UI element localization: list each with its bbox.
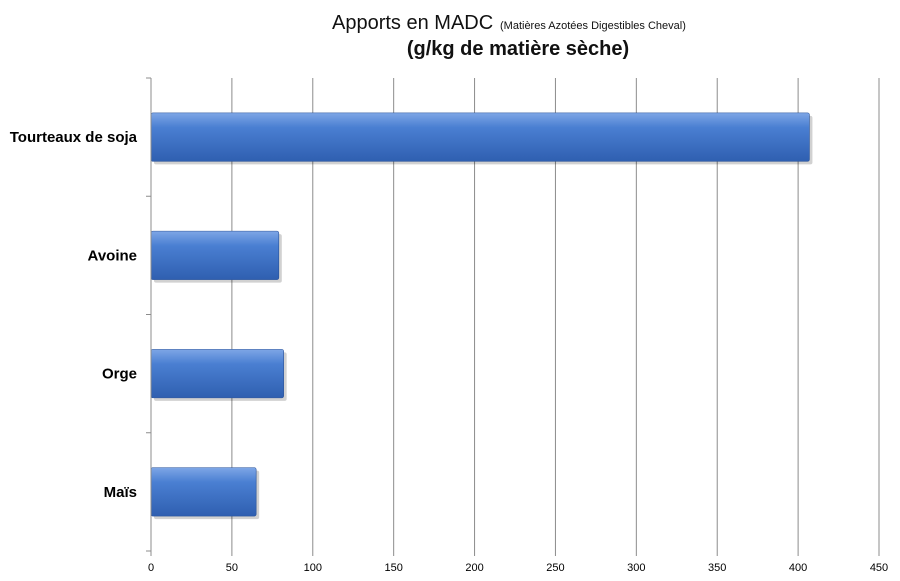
x-tick-label: 350 [708, 562, 726, 574]
x-tick-label: 0 [148, 562, 154, 574]
chart-subtitle: (g/kg de matière sèche) [407, 38, 629, 60]
category-labels: Tourteaux de soja Avoine Orge Maïs [10, 129, 138, 501]
x-tick-labels: 0 50 100 150 200 250 300 350 400 450 [148, 562, 888, 574]
x-tick-label: 200 [465, 562, 483, 574]
bar [150, 112, 810, 162]
category-label: Avoine [88, 247, 137, 264]
x-tick-label: 50 [226, 562, 238, 574]
x-tick-label: 450 [870, 562, 888, 574]
bar [150, 230, 280, 280]
bar [150, 467, 257, 517]
category-label: Maïs [104, 484, 137, 501]
axes [146, 77, 880, 556]
category-label: Orge [102, 366, 137, 383]
x-tick-label: 250 [546, 562, 564, 574]
category-label: Tourteaux de soja [10, 129, 138, 146]
x-tick-label: 300 [627, 562, 645, 574]
chart-title-note: (Matières Azotées Digestibles Cheval) [500, 20, 686, 32]
x-tick-label: 100 [304, 562, 322, 574]
x-tick-label: 150 [384, 562, 402, 574]
chart-title: Apports en MADC [332, 12, 493, 34]
bars [150, 112, 813, 520]
x-tick-label: 400 [789, 562, 807, 574]
bar [150, 349, 284, 399]
